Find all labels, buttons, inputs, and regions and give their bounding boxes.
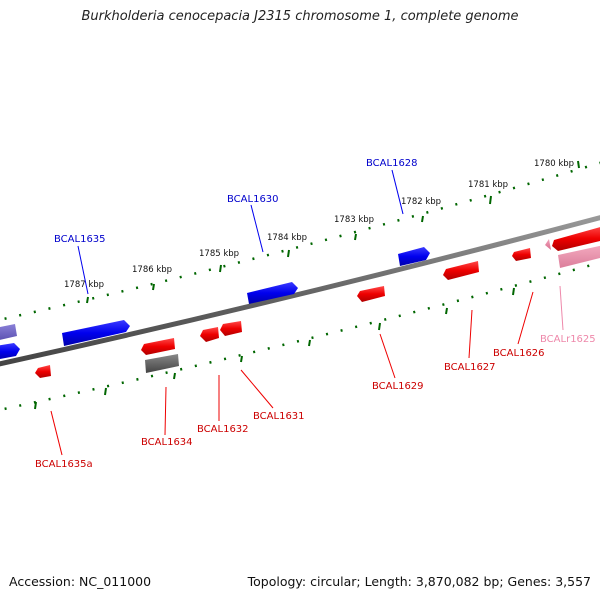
gene-label: BCAL1635 — [54, 234, 106, 245]
gene-label: BCAL1634 — [141, 437, 193, 448]
gene-label: BCAL1635a — [35, 459, 93, 470]
kbp-label: 1786 kbp — [132, 265, 172, 275]
gene-label: BCAL1627 — [444, 362, 496, 373]
kbp-label: 1783 kbp — [334, 215, 374, 225]
gene-feature-pink-band[interactable] — [558, 245, 600, 268]
gene-label: BCAL1630 — [227, 194, 279, 205]
gene-feature-bcal1626[interactable] — [512, 248, 531, 261]
gene-feature-left-partial[interactable] — [0, 343, 20, 360]
kbp-label: 1784 kbp — [267, 233, 307, 243]
gene-feature-bcal1634-red[interactable] — [141, 338, 175, 355]
genome-title: Burkholderia cenocepacia J2315 chromosom… — [81, 9, 519, 24]
gene-feature-bcal1631[interactable] — [220, 321, 242, 336]
kbp-label: 1781 kbp — [468, 180, 508, 190]
gene-feature-bcal1629[interactable] — [357, 286, 385, 302]
accession-text: Accession: NC_011000 — [9, 574, 152, 589]
gene-feature-left-purple[interactable] — [0, 324, 17, 341]
kbp-label: 1782 kbp — [401, 197, 441, 207]
gene-label: BCAL1626 — [493, 348, 545, 359]
gene-feature-bcal1632[interactable] — [200, 327, 219, 342]
gene-label: BCAL1632 — [197, 424, 249, 435]
inner-major-ticks — [34, 287, 515, 410]
gene-feature-bcal1635a[interactable] — [35, 365, 51, 378]
forward-genes — [0, 247, 430, 360]
gene-feature-bcal1630[interactable] — [247, 282, 298, 304]
gene-feature-bcal1628[interactable] — [398, 247, 430, 266]
kbp-label: 1785 kbp — [199, 249, 239, 259]
gene-leader-lines — [50, 169, 564, 456]
gene-feature-bcal1635[interactable] — [62, 320, 130, 346]
rna-genes — [545, 239, 600, 268]
topology-summary: Topology: circular; Length: 3,870,082 bp… — [247, 574, 591, 589]
gene-label: BCAL1629 — [372, 381, 424, 392]
reverse-genes — [35, 226, 600, 378]
chromosome-backbone — [0, 215, 600, 367]
gene-feature-bcalr1625[interactable] — [545, 239, 551, 250]
kbp-label: 1780 kbp — [534, 159, 574, 169]
gene-feature-bcal1634[interactable] — [145, 354, 179, 373]
gene-feature-bcal1627[interactable] — [443, 261, 479, 280]
gene-label: BCAL1631 — [253, 411, 305, 422]
gene-label: BCALr1625 — [540, 334, 596, 345]
outer-major-ticks — [86, 160, 580, 304]
gene-feature-bcal1625[interactable] — [552, 226, 600, 251]
gene-label: BCAL1628 — [366, 158, 418, 169]
kbp-label: 1787 kbp — [64, 280, 104, 290]
